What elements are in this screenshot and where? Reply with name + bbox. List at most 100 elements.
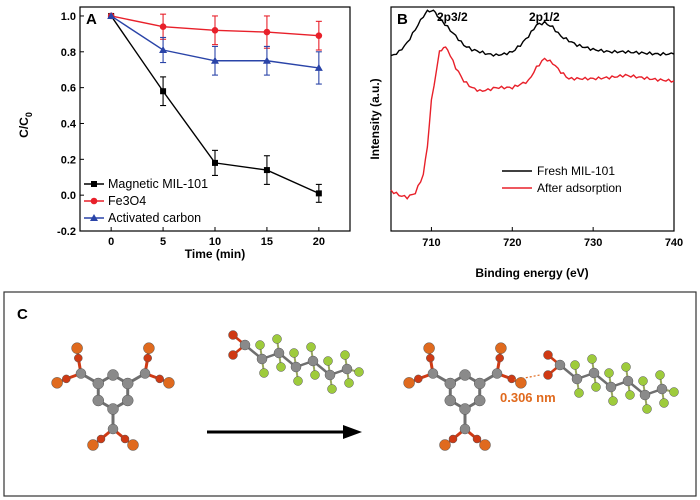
data-point: [159, 46, 168, 54]
legend-entry: Fe3O4: [108, 194, 146, 208]
metal-atom: [403, 377, 415, 389]
oxygen-atom: [62, 374, 71, 384]
metal-atom: [127, 439, 139, 451]
metal-atom: [143, 342, 155, 354]
carbon-atom: [622, 375, 634, 387]
metal-atom: [87, 439, 99, 451]
panel-b-chart: B 710 720 730 740 2p3/2 2p1/2 Fresh MIL-101…: [368, 6, 683, 280]
legend-entry: Activated carbon: [108, 211, 201, 225]
legend-entry: Magnetic MIL-101: [108, 177, 208, 191]
series-line-1: [390, 46, 675, 200]
adsorbed-complex-molecule: [403, 342, 679, 451]
legend-marker: [90, 197, 98, 205]
panel-b-ylabel: Intensity (a.u.): [368, 78, 382, 159]
carbon-atom: [427, 368, 439, 379]
peak-label-2p1-2: 2p1/2: [529, 10, 560, 24]
legend-marker: [90, 214, 98, 221]
carbon-atom: [444, 377, 457, 390]
carbon-atom: [341, 363, 353, 375]
carbon-atom: [571, 373, 583, 385]
x-tick-label: 740: [665, 237, 683, 249]
fluorine-atom: [621, 362, 631, 372]
carbon-atom: [107, 369, 119, 381]
x-tick-label: 0: [108, 236, 114, 248]
fluorine-atom: [669, 387, 679, 397]
data-point: [212, 159, 218, 166]
carbon-atom: [639, 389, 651, 401]
oxygen-atom: [74, 353, 83, 363]
oxygen-atom: [96, 434, 106, 444]
panel-a-axes: 0 5 10 15 20 -0.2 0.0 0.2 0.4 0.6 0.8 1.0: [57, 11, 325, 248]
oxygen-atom: [155, 374, 164, 384]
fluorine-atom: [306, 342, 316, 352]
reaction-arrow: [207, 425, 362, 439]
panel-b-frame: [390, 6, 675, 232]
carbon-atom: [473, 394, 486, 407]
fluorine-atom: [591, 382, 601, 392]
panel-a-ylabel: C/C0: [17, 112, 34, 138]
oxygen-atom: [120, 434, 130, 444]
legend-entry: Fresh MIL-101: [537, 164, 615, 178]
metal-atom: [515, 377, 527, 389]
fluorine-atom: [293, 376, 303, 386]
fluorine-atom: [587, 354, 597, 364]
metal-atom: [71, 342, 83, 354]
oxygen-atom: [543, 350, 553, 360]
carbon-atom: [459, 423, 471, 435]
panel-c-diagram: C 0.306 nm: [3, 291, 697, 497]
carbon-atom: [121, 394, 134, 407]
fluorine-atom: [625, 390, 635, 400]
carbon-atom: [459, 403, 471, 415]
panel-a-legend: Magnetic MIL-101 Fe3O4 Activated carbon: [84, 177, 208, 225]
metal-atom: [163, 377, 175, 389]
panel-c-label: C: [17, 306, 28, 323]
oxygen-atom: [472, 434, 482, 444]
oxygen-atom: [143, 353, 152, 363]
carbon-atom: [92, 394, 105, 407]
hydrogen-bond-dashes: [513, 374, 541, 381]
fluorine-atom: [272, 334, 282, 344]
carbon-atom: [459, 369, 471, 381]
data-point: [159, 23, 167, 31]
carbon-atom: [273, 347, 285, 359]
x-tick-label: 710: [422, 237, 440, 249]
fluorine-atom: [655, 370, 665, 380]
oxygen-atom: [228, 350, 238, 360]
metal-atom: [479, 439, 491, 451]
y-tick-label: 1.0: [61, 11, 76, 23]
carbon-atom: [107, 403, 119, 415]
series-0: [108, 12, 322, 203]
x-tick-label: 15: [261, 236, 273, 248]
oxygen-atom: [414, 374, 423, 384]
carbon-atom: [75, 368, 87, 379]
legend-marker: [91, 181, 97, 187]
oxygen-atom: [228, 330, 238, 340]
data-point: [211, 56, 219, 64]
panel-b-label: B: [397, 11, 408, 28]
y-tick-label: 0.8: [61, 47, 76, 59]
x-tick-label: 730: [584, 237, 602, 249]
carbon-atom: [290, 361, 302, 373]
carbon-atom: [588, 367, 600, 379]
fluorine-atom: [574, 388, 584, 398]
carbon-atom: [444, 394, 457, 407]
fluorine-atom: [323, 356, 333, 366]
fluorine-atom: [659, 398, 669, 408]
x-tick-label: 10: [209, 236, 221, 248]
data-point: [160, 88, 167, 95]
y-tick-label: 0.6: [61, 83, 76, 95]
fluorine-atom: [638, 376, 648, 386]
series-line-0: [390, 9, 675, 57]
metal-atom: [51, 377, 63, 389]
series-2: [107, 11, 323, 85]
legend-entry: After adsorption: [537, 181, 622, 195]
carbon-atom: [554, 359, 566, 371]
panel-b-series: [390, 9, 675, 200]
pfoa-molecule: [228, 330, 364, 394]
oxygen-atom: [448, 434, 458, 444]
carbon-atom: [605, 381, 617, 393]
fluorine-atom: [608, 396, 618, 406]
carbon-atom: [473, 377, 486, 390]
distance-label: 0.306 nm: [500, 390, 556, 405]
